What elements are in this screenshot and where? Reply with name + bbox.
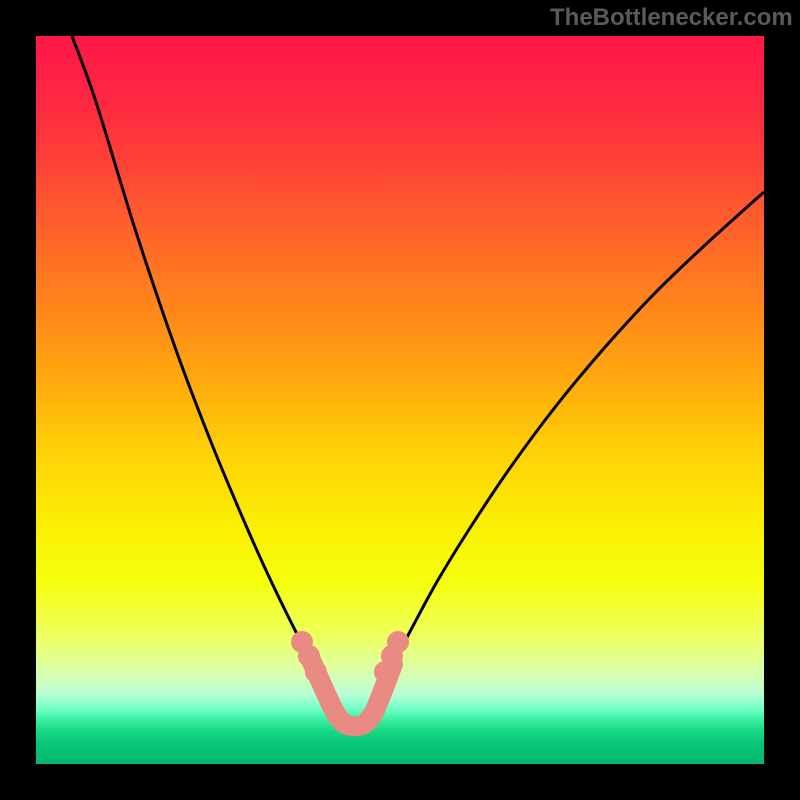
overlay-dot	[387, 631, 409, 653]
plot-svg	[36, 36, 764, 764]
watermark-text: TheBottlenecker.com	[550, 4, 793, 32]
chart-frame: TheBottlenecker.com	[0, 0, 800, 800]
overlay-dot	[305, 661, 327, 683]
plot-area	[36, 36, 764, 764]
